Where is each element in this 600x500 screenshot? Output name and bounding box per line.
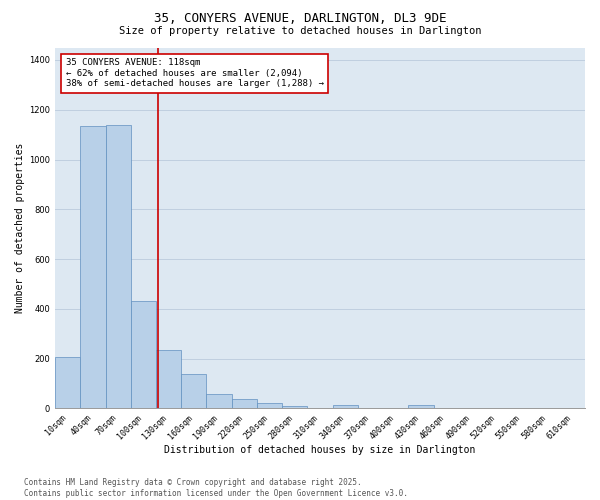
Bar: [282, 406, 307, 408]
Bar: [106, 124, 131, 408]
Text: Contains HM Land Registry data © Crown copyright and database right 2025.
Contai: Contains HM Land Registry data © Crown c…: [24, 478, 408, 498]
Bar: [80, 126, 106, 408]
Bar: [332, 406, 358, 408]
Bar: [156, 350, 181, 408]
Bar: [55, 357, 80, 408]
Bar: [206, 394, 232, 408]
Bar: [131, 302, 156, 408]
X-axis label: Distribution of detached houses by size in Darlington: Distribution of detached houses by size …: [164, 445, 476, 455]
Bar: [257, 404, 282, 408]
Bar: [181, 374, 206, 408]
Text: 35, CONYERS AVENUE, DARLINGTON, DL3 9DE: 35, CONYERS AVENUE, DARLINGTON, DL3 9DE: [154, 12, 446, 26]
Bar: [232, 399, 257, 408]
Y-axis label: Number of detached properties: Number of detached properties: [15, 143, 25, 313]
Bar: [409, 405, 434, 408]
Text: Size of property relative to detached houses in Darlington: Size of property relative to detached ho…: [119, 26, 481, 36]
Text: 35 CONYERS AVENUE: 118sqm
← 62% of detached houses are smaller (2,094)
38% of se: 35 CONYERS AVENUE: 118sqm ← 62% of detac…: [65, 58, 323, 88]
